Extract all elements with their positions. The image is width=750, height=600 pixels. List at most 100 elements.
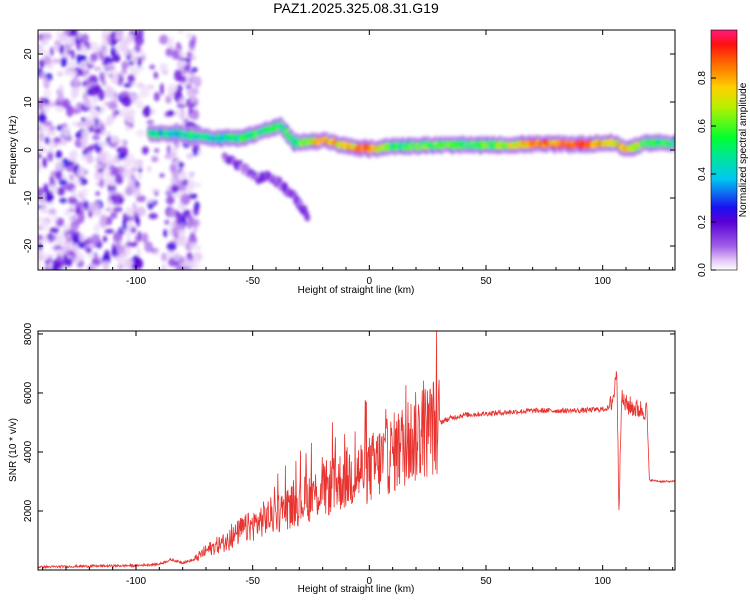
noise-blob bbox=[51, 58, 61, 64]
noise-blob bbox=[113, 206, 123, 213]
noise-blob bbox=[106, 35, 112, 43]
snr-marks bbox=[38, 331, 675, 570]
noise-blob bbox=[56, 186, 66, 196]
spectrogram-y-tick-label: -20 bbox=[23, 238, 34, 253]
noise-blob bbox=[104, 229, 115, 234]
spectrogram-y-tick-label: -10 bbox=[23, 190, 34, 205]
spectrogram-x-axis-label: Height of straight line (km) bbox=[298, 285, 415, 296]
noise-blob bbox=[97, 119, 103, 131]
noise-blob bbox=[141, 232, 149, 244]
noise-blob bbox=[50, 235, 55, 243]
noise-blob bbox=[77, 241, 86, 249]
noise-blob bbox=[136, 195, 147, 203]
noise-blob bbox=[59, 44, 65, 55]
noise-blob bbox=[39, 71, 47, 80]
noise-blob bbox=[186, 153, 194, 159]
noise-blob bbox=[43, 121, 53, 127]
noise-blob bbox=[146, 165, 152, 173]
noise-blob bbox=[167, 84, 178, 92]
noise-blob bbox=[165, 209, 171, 215]
noise-blob bbox=[55, 150, 63, 159]
noise-blob bbox=[116, 147, 123, 153]
noise-blob bbox=[71, 234, 81, 244]
noise-blob bbox=[159, 173, 165, 178]
noise-blob bbox=[188, 106, 193, 115]
noise-blob bbox=[77, 68, 84, 75]
spectrogram-y-axis-label: Frequency (Hz) bbox=[8, 116, 19, 185]
noise-blob bbox=[43, 237, 49, 245]
spectrogram-y-tick-label: 0 bbox=[23, 147, 34, 153]
noise-blob bbox=[45, 201, 55, 206]
noise-blob bbox=[104, 249, 110, 261]
noise-blob bbox=[106, 115, 114, 125]
secondary-branch-cell bbox=[281, 182, 288, 191]
noise-blob bbox=[61, 126, 72, 138]
noise-blob bbox=[72, 77, 78, 89]
noise-blob bbox=[142, 105, 152, 118]
snr-x-tick-label: -100 bbox=[126, 576, 146, 587]
noise-blob bbox=[180, 193, 191, 206]
noise-blob bbox=[38, 142, 43, 151]
snr-frame bbox=[37, 330, 676, 571]
noise-blob bbox=[86, 81, 96, 87]
noise-blob bbox=[75, 201, 84, 209]
noise-blob bbox=[194, 201, 200, 210]
noise-blob bbox=[174, 69, 182, 82]
noise-blob bbox=[190, 231, 196, 241]
secondary-branch-cell bbox=[297, 199, 304, 208]
noise-blob bbox=[169, 163, 177, 173]
noise-blob bbox=[153, 71, 159, 80]
noise-blob bbox=[86, 253, 96, 259]
noise-blob bbox=[77, 32, 82, 41]
noise-blob bbox=[63, 223, 71, 232]
noise-blob bbox=[103, 260, 109, 270]
noise-blob bbox=[178, 161, 185, 168]
colorbar-tick-label: 0.0 bbox=[697, 263, 708, 277]
noise-blob bbox=[112, 54, 121, 63]
snr-x-tick-label: 0 bbox=[367, 576, 373, 587]
colorbar-label: Normalized spectral amplitude bbox=[738, 82, 749, 217]
noise-blob bbox=[100, 41, 111, 46]
noise-blob bbox=[171, 49, 180, 60]
noise-blob bbox=[77, 122, 84, 128]
spectrogram-y-tick-label: 10 bbox=[23, 96, 34, 108]
noise-blob bbox=[125, 125, 131, 132]
noise-blob bbox=[186, 215, 194, 221]
spectrogram-x-ticks: -100 -50 0 50 100 bbox=[42, 30, 674, 287]
noise-blob bbox=[58, 179, 68, 186]
noise-blob bbox=[105, 63, 116, 72]
noise-blob bbox=[133, 258, 144, 269]
noise-blob bbox=[172, 193, 182, 199]
noise-blob bbox=[76, 54, 82, 65]
noise-blob bbox=[146, 119, 154, 125]
noise-blob bbox=[122, 48, 131, 56]
noise-blob bbox=[86, 247, 92, 254]
snr-line bbox=[38, 331, 675, 570]
noise-blob bbox=[170, 184, 180, 194]
noise-blob bbox=[137, 56, 142, 68]
noise-blob bbox=[187, 172, 193, 180]
noise-blob bbox=[125, 230, 132, 241]
noise-region bbox=[38, 30, 203, 270]
noise-blob bbox=[127, 74, 136, 84]
snr-y-tick-label: 6000 bbox=[23, 381, 34, 404]
noise-blob bbox=[190, 98, 196, 104]
ridge-cell bbox=[672, 138, 675, 146]
colorbar-tick-label: 0.4 bbox=[697, 167, 708, 181]
noise-blob bbox=[38, 255, 45, 262]
noise-blob bbox=[166, 110, 176, 117]
noise-blob bbox=[166, 144, 171, 155]
noise-blob bbox=[57, 71, 63, 77]
noise-blob bbox=[56, 253, 62, 263]
noise-blob bbox=[67, 250, 75, 257]
snr-y-axis-label: SNR (10 * v/v) bbox=[8, 418, 19, 482]
spectrogram-x-tick-label: -50 bbox=[245, 276, 260, 287]
snr-x-axis-label: Height of straight line (km) bbox=[298, 584, 415, 595]
noise-blob bbox=[113, 231, 123, 243]
noise-blob bbox=[120, 139, 125, 147]
noise-blob bbox=[38, 153, 42, 158]
noise-blob bbox=[121, 95, 132, 108]
noise-blob bbox=[93, 66, 102, 72]
noise-blob bbox=[193, 143, 200, 152]
